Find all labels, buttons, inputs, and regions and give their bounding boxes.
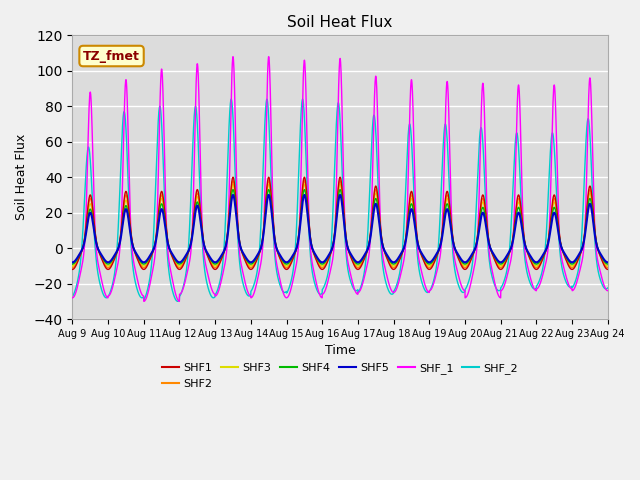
SHF_1 <box>218 275 226 280</box>
SHF5 <box>604 259 611 265</box>
SHF4 <box>604 261 612 267</box>
SHF5 <box>68 260 76 265</box>
SHF4 <box>218 253 226 259</box>
Line: SHF_2: SHF_2 <box>72 99 608 301</box>
SHF2 <box>392 263 400 268</box>
SHF_1 <box>392 287 400 292</box>
Y-axis label: Soil Heat Flux: Soil Heat Flux <box>15 134 28 220</box>
SHF3 <box>183 252 191 258</box>
SHF1 <box>402 236 410 241</box>
SHF3 <box>604 263 611 269</box>
SHF_2 <box>68 294 76 300</box>
SHF2 <box>402 236 410 242</box>
SHF5 <box>218 252 226 258</box>
SHF3 <box>553 214 561 219</box>
SHF_1 <box>604 288 611 294</box>
SHF2 <box>229 178 237 184</box>
SHF1 <box>218 255 226 261</box>
SHF1 <box>183 253 191 259</box>
SHF5 <box>392 258 400 264</box>
SHF5 <box>553 221 561 227</box>
SHF_2 <box>392 283 400 288</box>
SHF1 <box>553 209 561 215</box>
SHF1 <box>229 174 237 180</box>
SHF2 <box>218 254 226 260</box>
SHF_1 <box>229 54 237 60</box>
SHF1 <box>392 264 400 270</box>
SHF5 <box>183 251 191 256</box>
Line: SHF_1: SHF_1 <box>72 57 608 301</box>
SHF5 <box>229 192 237 198</box>
SHF2 <box>604 265 611 271</box>
SHF1 <box>68 266 76 272</box>
SHF2 <box>604 265 612 271</box>
SHF_1 <box>554 165 561 170</box>
SHF_1 <box>184 270 191 276</box>
Line: SHF4: SHF4 <box>72 190 608 264</box>
SHF4 <box>553 217 561 223</box>
SHF3 <box>604 263 612 269</box>
SHF_1 <box>140 299 148 304</box>
SHF_2 <box>174 299 182 304</box>
SHF5 <box>402 239 410 244</box>
SHF1 <box>604 266 612 272</box>
SHF4 <box>392 260 400 265</box>
SHF4 <box>68 261 76 267</box>
SHF1 <box>604 266 611 272</box>
SHF_2 <box>554 205 561 211</box>
SHF_1 <box>604 288 612 294</box>
Legend: SHF1, SHF2, SHF3, SHF4, SHF5, SHF_1, SHF_2: SHF1, SHF2, SHF3, SHF4, SHF5, SHF_1, SHF… <box>157 359 522 393</box>
SHF_1 <box>402 240 410 246</box>
Title: Soil Heat Flux: Soil Heat Flux <box>287 15 393 30</box>
Line: SHF1: SHF1 <box>72 177 608 269</box>
SHF4 <box>604 261 611 267</box>
SHF3 <box>218 253 226 259</box>
SHF2 <box>68 265 76 271</box>
SHF_2 <box>227 96 235 102</box>
SHF3 <box>68 263 76 269</box>
Line: SHF2: SHF2 <box>72 181 608 268</box>
SHF_2 <box>604 285 611 291</box>
SHF_2 <box>218 266 226 272</box>
Line: SHF5: SHF5 <box>72 195 608 263</box>
SHF4 <box>402 238 410 244</box>
SHF_2 <box>402 183 410 189</box>
SHF_1 <box>68 295 76 300</box>
Line: SHF3: SHF3 <box>72 184 608 266</box>
SHF2 <box>553 211 561 217</box>
SHF_2 <box>184 260 191 265</box>
Text: TZ_fmet: TZ_fmet <box>83 49 140 62</box>
X-axis label: Time: Time <box>324 344 355 357</box>
SHF_2 <box>604 285 612 291</box>
SHF3 <box>392 261 400 267</box>
SHF3 <box>229 181 237 187</box>
SHF3 <box>402 237 410 243</box>
SHF2 <box>183 252 191 258</box>
SHF4 <box>229 187 237 192</box>
SHF4 <box>183 251 191 257</box>
SHF5 <box>604 260 612 265</box>
